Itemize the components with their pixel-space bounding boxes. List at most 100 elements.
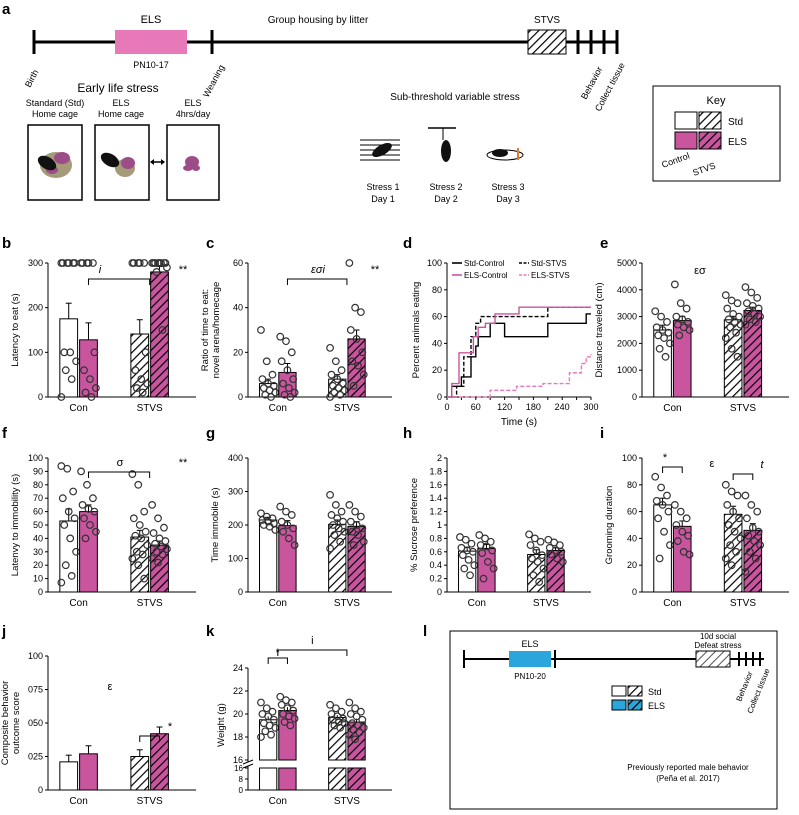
point-els-control xyxy=(289,375,298,384)
point-std-control xyxy=(460,564,469,573)
point-els-control xyxy=(81,534,90,543)
point-els-stvs xyxy=(355,728,364,737)
bar-els-control xyxy=(79,511,98,593)
point-els-stvs xyxy=(358,524,367,533)
point-std-stvs xyxy=(732,547,740,556)
annotation-j: * xyxy=(168,721,173,733)
ytick-label-i: 40 xyxy=(627,533,637,543)
point-els-stvs xyxy=(351,704,360,713)
bracket-c xyxy=(286,278,348,285)
point-els-stvs xyxy=(359,723,368,732)
ytick-label-e: 5000 xyxy=(617,258,637,268)
pn-label: PN10-17 xyxy=(133,60,169,70)
point-std-stvs xyxy=(726,541,735,549)
ytick-label-f: 50 xyxy=(33,520,43,530)
bar-std-control xyxy=(59,761,79,791)
point-els-stvs xyxy=(359,537,368,546)
point-std-stvs xyxy=(135,521,144,529)
ytick-label-d: 100 xyxy=(427,258,442,268)
point-std-control xyxy=(664,328,673,337)
point-els-control xyxy=(670,280,679,289)
ytick-label-j: 0 xyxy=(38,785,43,795)
point-std-stvs xyxy=(330,531,339,539)
key-std-control-swatch xyxy=(674,111,698,130)
key-std-stvs-swatch xyxy=(698,111,722,130)
point-std-stvs xyxy=(730,527,739,536)
ytick-label-i: 20 xyxy=(627,560,637,570)
point-els-stvs xyxy=(356,707,365,716)
ytick-label-g: 0 xyxy=(238,587,243,597)
point-std-stvs xyxy=(336,537,345,546)
group-label-f: Con xyxy=(69,598,87,609)
point-std-stvs xyxy=(735,514,743,523)
ytick-label-h: 1.8 xyxy=(429,466,442,476)
ytick-label-i: 100 xyxy=(622,453,637,463)
panel-l-pn-label: PN10-20 xyxy=(514,672,546,681)
point-std-control xyxy=(469,547,477,556)
point-els-stvs xyxy=(158,326,167,334)
point-els-control xyxy=(91,384,100,392)
point-std-stvs xyxy=(331,357,340,366)
point-std-stvs xyxy=(533,557,542,566)
ytick-label-f: 10 xyxy=(33,574,43,584)
ytick-label-g: 100 xyxy=(228,554,243,564)
point-els-control xyxy=(86,375,94,384)
legend-label-std-control: Std-Control xyxy=(464,259,505,268)
point-std-stvs xyxy=(727,487,736,496)
point-std-control xyxy=(60,348,69,357)
bracket-k xyxy=(277,649,348,656)
point-els-stvs xyxy=(163,545,171,554)
ytick-label-k: 18 xyxy=(233,732,243,742)
point-std-stvs xyxy=(134,561,143,570)
point-els-stvs xyxy=(748,523,757,532)
point-els-stvs xyxy=(558,557,567,566)
point-std-stvs xyxy=(529,571,538,580)
point-els-control xyxy=(81,388,90,397)
ytick-label-f: 70 xyxy=(33,493,43,503)
point-els-control xyxy=(685,326,694,334)
point-els-stvs xyxy=(553,554,561,563)
key-els-label: ELS xyxy=(728,137,747,148)
ylabel-i: Grooming duration xyxy=(604,486,615,565)
ytick-label-f: 100 xyxy=(28,453,43,463)
bar-lower-std-stvs xyxy=(328,767,347,791)
point-els-stvs xyxy=(754,304,763,313)
point-std-control xyxy=(265,522,274,531)
group-label-e: STVS xyxy=(730,403,756,414)
point-els-stvs xyxy=(348,527,357,536)
point-els-control xyxy=(80,366,88,375)
key-title: Key xyxy=(707,95,726,107)
ytick-label-f: 90 xyxy=(33,466,43,476)
point-std-stvs xyxy=(721,291,730,300)
ytick-label-j: 025 xyxy=(28,752,43,762)
point-std-stvs xyxy=(733,352,742,361)
point-std-stvs xyxy=(141,527,150,536)
point-std-stvs xyxy=(723,501,732,509)
panel-l-els-bar xyxy=(509,651,551,667)
point-std-control xyxy=(655,554,664,563)
point-std-stvs xyxy=(129,514,138,523)
point-els-control xyxy=(676,507,685,516)
point-els-control xyxy=(78,259,87,267)
panel-l-key-std-swatch xyxy=(611,685,627,697)
point-std-stvs xyxy=(726,323,735,332)
point-std-control xyxy=(70,514,79,523)
ytick-label-h: 0.8 xyxy=(429,533,442,543)
point-els-control xyxy=(283,521,292,529)
series-line-std-stvs xyxy=(447,306,591,398)
point-std-stvs xyxy=(729,507,738,516)
key-els-stvs-swatch xyxy=(698,131,722,150)
point-els-stvs xyxy=(345,730,354,739)
point-els-control xyxy=(682,514,691,523)
point-els-control xyxy=(287,511,296,519)
group-label-c: Con xyxy=(269,403,287,414)
point-std-stvs xyxy=(721,554,730,563)
point-els-stvs xyxy=(345,698,354,707)
bar-std-stvs xyxy=(130,536,150,593)
xtick-label-d: 60 xyxy=(471,402,481,412)
point-els-control xyxy=(282,507,290,516)
ytick-label-h: 1.2 xyxy=(429,507,442,517)
group-label-c: STVS xyxy=(334,403,360,414)
point-std-control xyxy=(267,393,275,401)
panel-d-letter: d xyxy=(403,235,412,252)
